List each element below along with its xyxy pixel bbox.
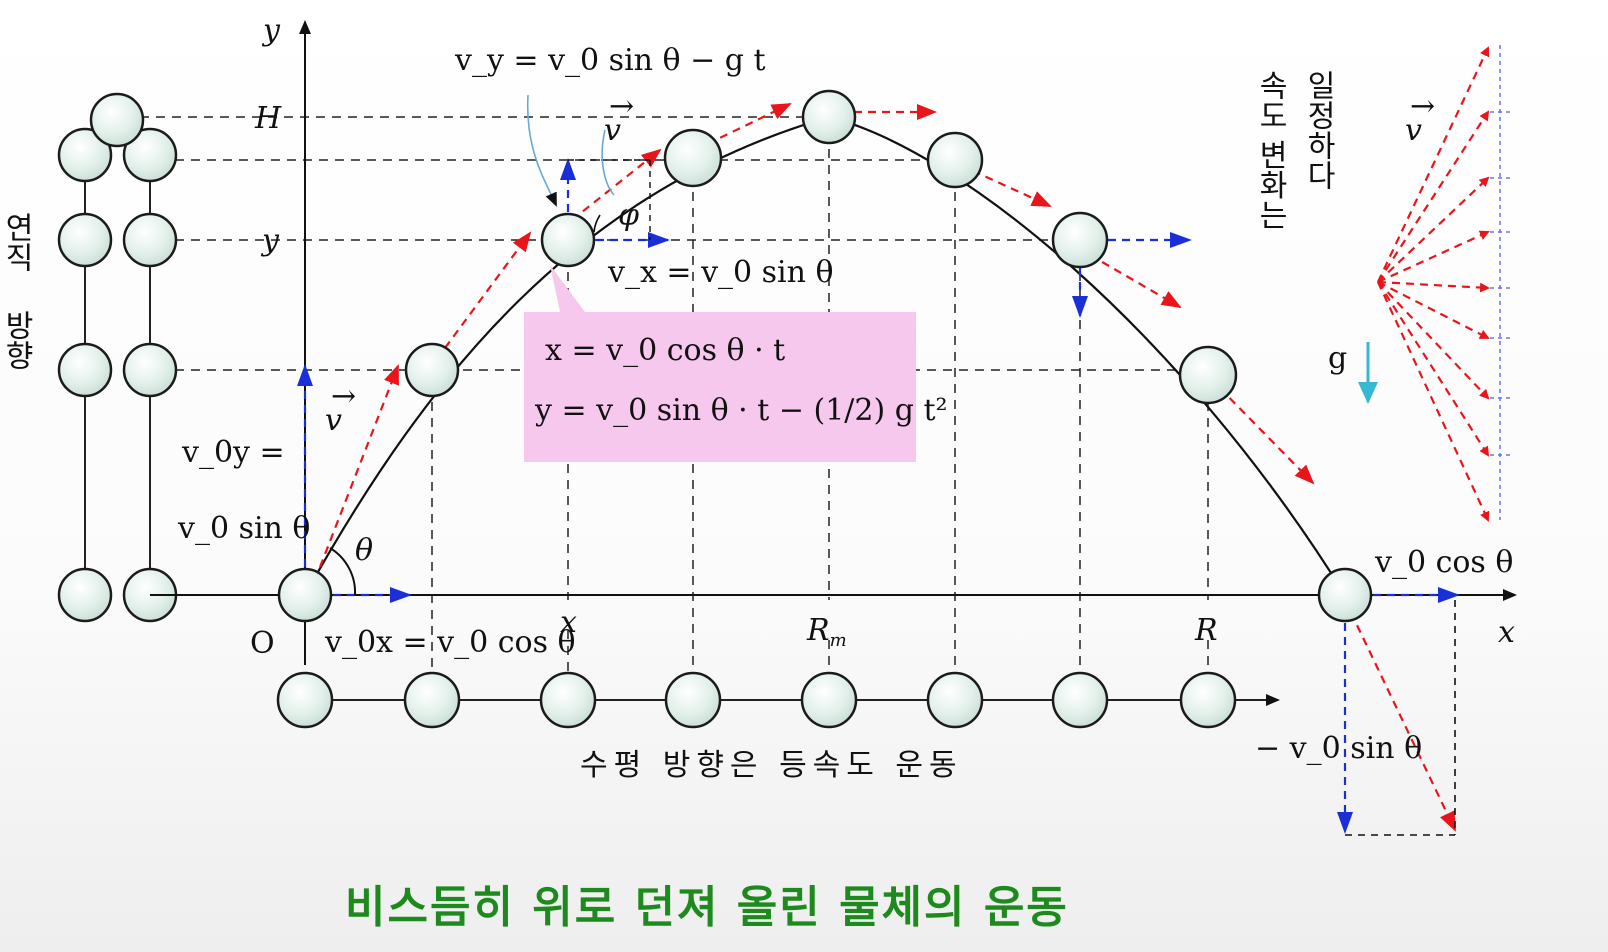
end-component-box bbox=[1345, 600, 1456, 836]
right-caption-1: 일정하다 bbox=[1301, 70, 1336, 190]
axis-x-label: x bbox=[1498, 615, 1515, 650]
theta-arc bbox=[329, 547, 357, 596]
velocity-label-start: v bbox=[325, 403, 342, 438]
eq-v0x: v_0x = v_0 cos θ bbox=[324, 625, 576, 660]
mark-x: x bbox=[560, 605, 577, 640]
svg-text:→: → bbox=[609, 89, 634, 124]
eq-end-vy: − v_0 sin θ bbox=[1255, 731, 1422, 766]
diagram-title: 비스듬히 위로 던져 올린 물체의 운동 bbox=[345, 882, 1069, 933]
eq-end-vx: v_0 cos θ bbox=[1374, 545, 1513, 580]
axis-y-label: y bbox=[261, 13, 281, 48]
eq-v0y-bottom: v_0 sin θ bbox=[177, 511, 310, 546]
mark-H: H bbox=[254, 101, 282, 136]
right-caption-2: 속도 변화는 bbox=[1253, 70, 1288, 230]
gravity-label: g bbox=[1328, 341, 1347, 376]
velocity-label-fan: v bbox=[1405, 113, 1422, 148]
horizontal-motion-row bbox=[276, 671, 1280, 729]
vertical-caption-1: 연직 bbox=[0, 212, 34, 272]
eq-vy: v_y = v_0 sin θ − g t bbox=[454, 43, 766, 78]
mark-y: y bbox=[260, 223, 280, 258]
formula-x: x = v_0 cos θ · t bbox=[545, 333, 785, 368]
vertical-caption-2: 방향 bbox=[0, 310, 34, 370]
vertical-motion-columns bbox=[57, 92, 178, 623]
leader-lines bbox=[526, 94, 615, 207]
formula-y: y = v_0 sin θ · t − (1/2) g t² bbox=[534, 393, 948, 428]
phi-label: φ bbox=[618, 198, 639, 233]
svg-text:→: → bbox=[331, 379, 356, 414]
theta-label: θ bbox=[355, 533, 373, 568]
origin-label: O bbox=[250, 626, 275, 661]
vertical-ball bbox=[57, 92, 178, 623]
horizontal-caption: 수평 방향은 등속도 운동 bbox=[580, 748, 963, 783]
mark-R: R bbox=[1194, 613, 1218, 648]
eq-v0y-top: v_0y = bbox=[181, 435, 285, 470]
svg-text:→: → bbox=[1410, 89, 1435, 124]
velocity-label-mid: v bbox=[604, 113, 621, 148]
velocity-change-fan bbox=[1377, 46, 1490, 522]
fan-ticks bbox=[1490, 45, 1510, 520]
phi-arc bbox=[593, 214, 601, 233]
formula-box: x = v_0 cos θ · t y = v_0 sin θ · t − (1… bbox=[524, 265, 948, 462]
trajectory-balls bbox=[277, 89, 1373, 623]
eq-vx: v_x = v_0 sin θ bbox=[607, 255, 834, 290]
mark-Rm: Rm bbox=[806, 613, 847, 651]
